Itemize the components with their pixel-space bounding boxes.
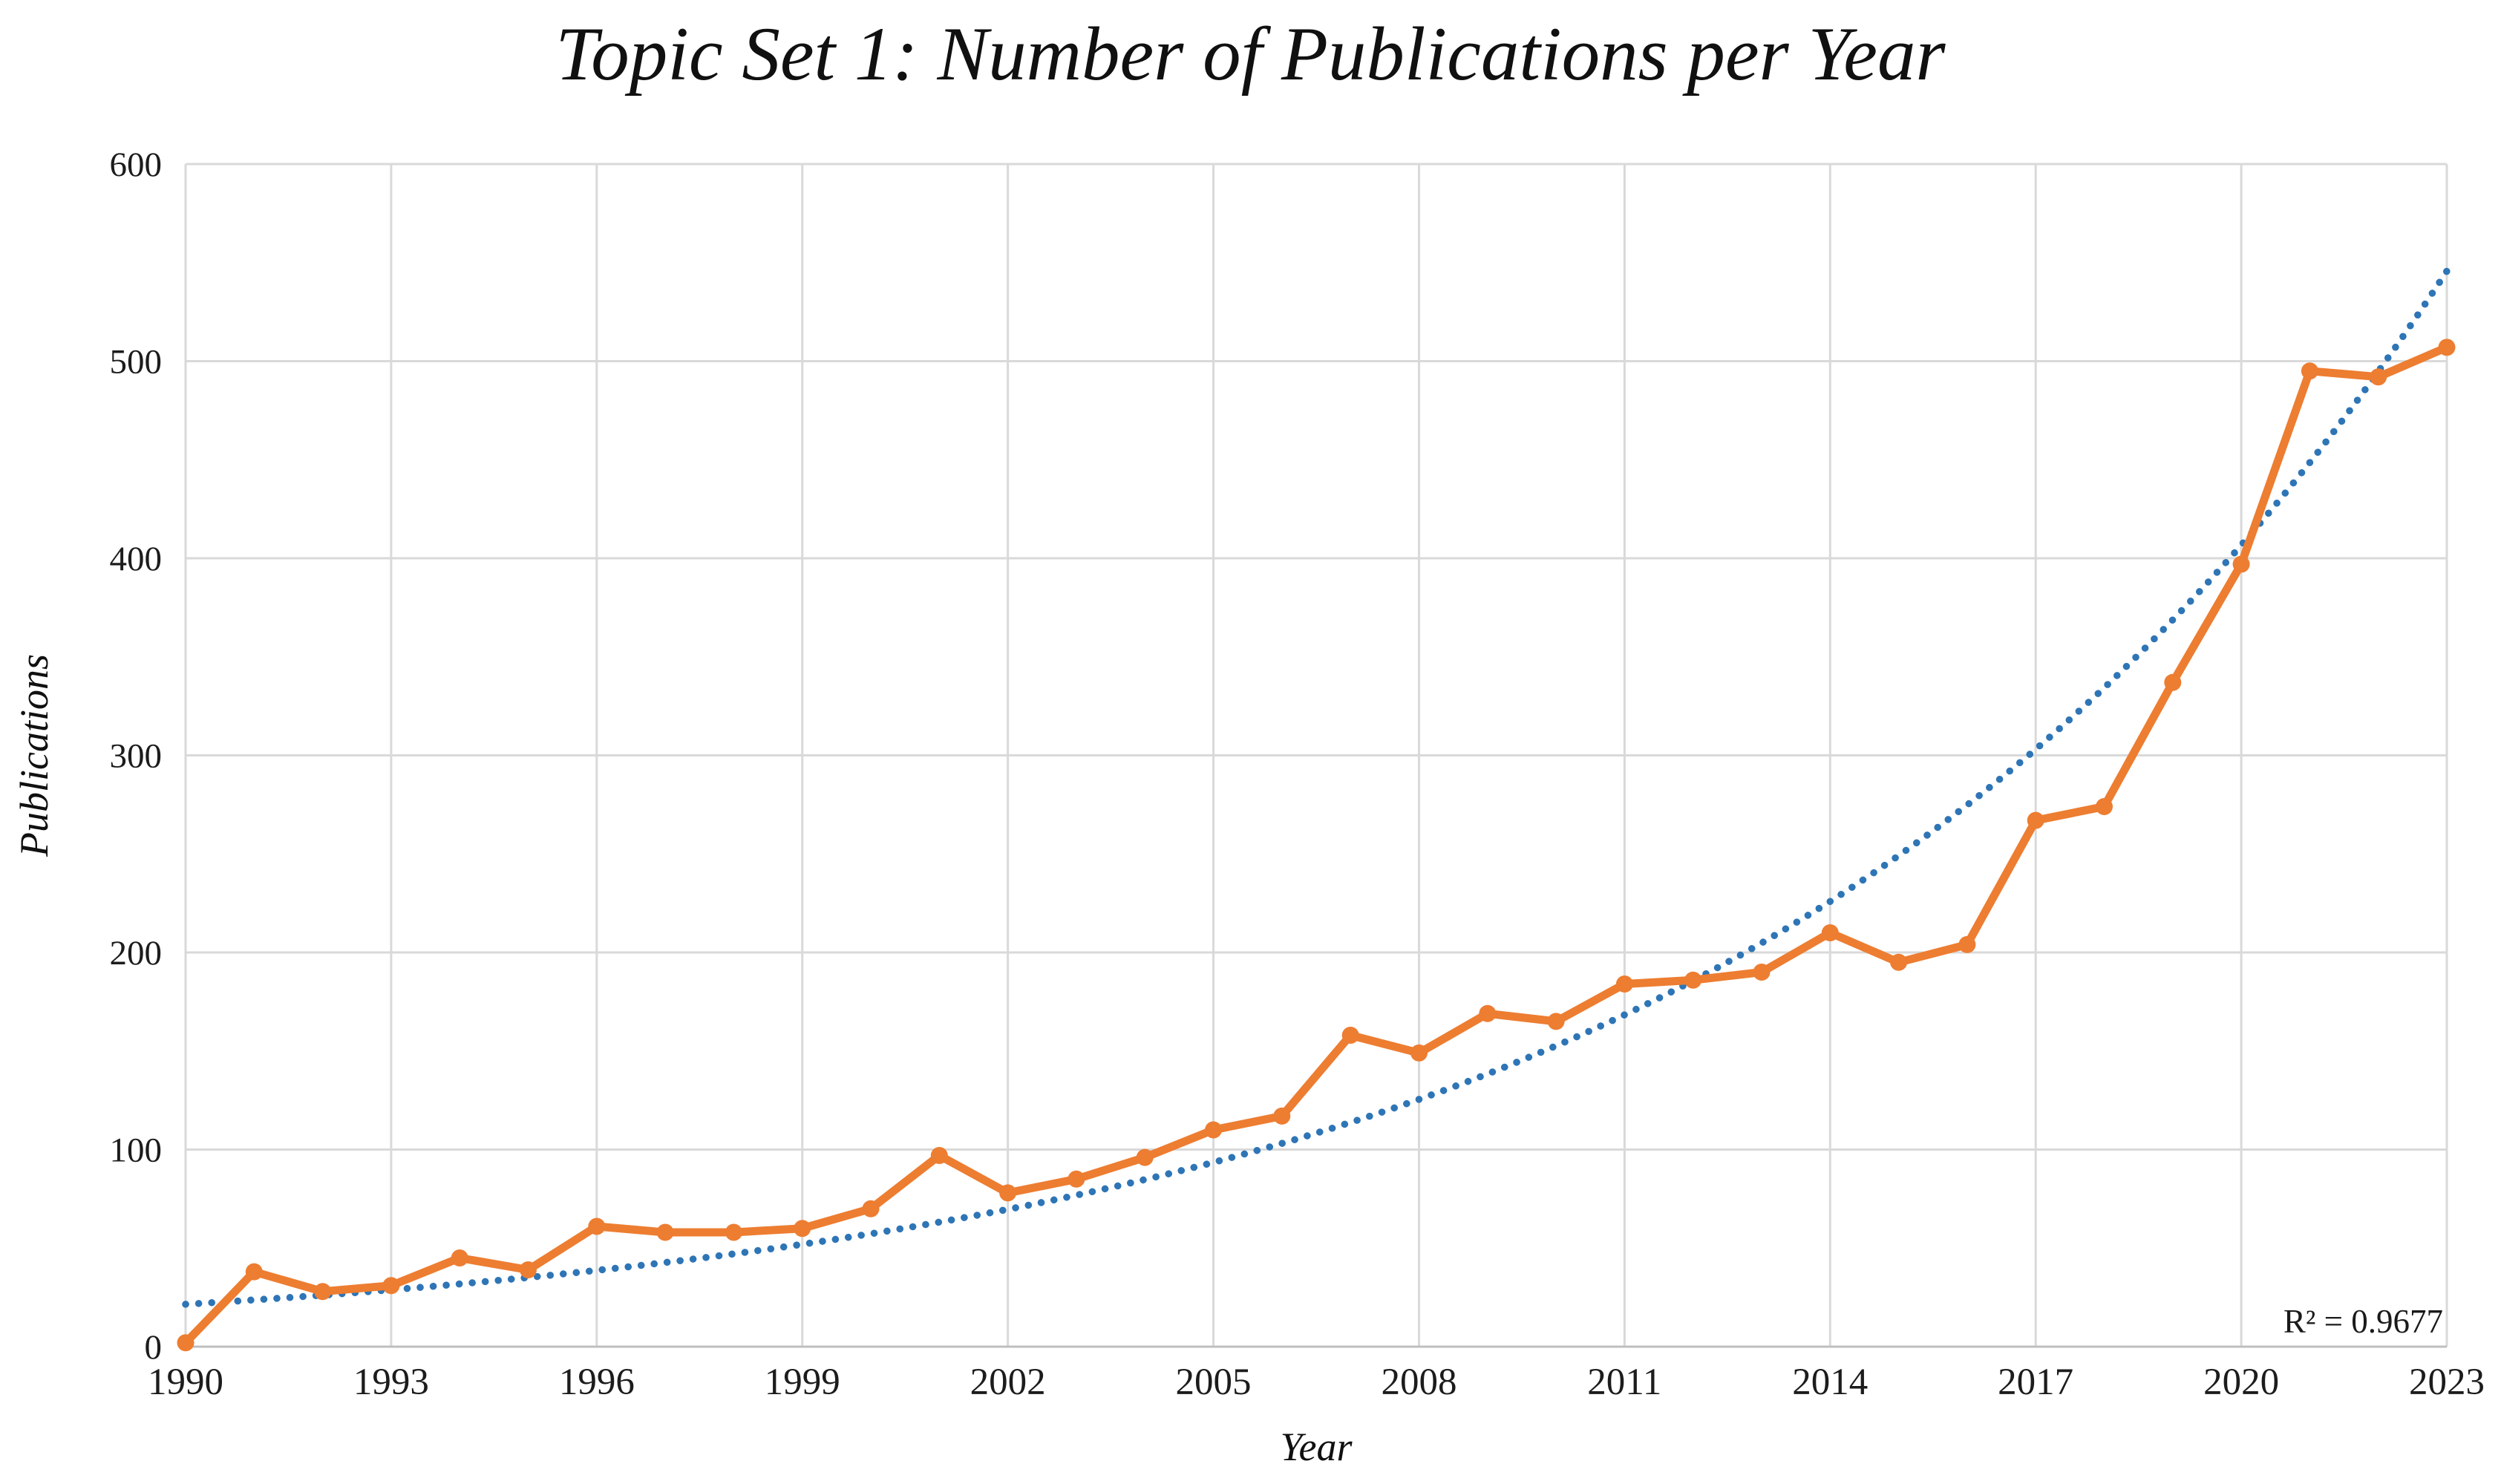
- data-point-2000: [862, 1200, 880, 1217]
- y-tick-label: 600: [110, 146, 163, 184]
- gridlines-layer: [184, 163, 2448, 1348]
- x-tick-label: 1999: [765, 1362, 840, 1403]
- data-point-2002: [999, 1184, 1017, 1202]
- data-point-2012: [1684, 971, 1702, 989]
- data-point-1994: [451, 1249, 468, 1266]
- data-point-1998: [725, 1223, 742, 1241]
- chart-title: Topic Set 1: Number of Publications per …: [555, 12, 1946, 97]
- y-tick-label: 300: [110, 736, 163, 775]
- data-point-2018: [2096, 798, 2113, 815]
- data-point-2007: [1341, 1027, 1359, 1044]
- r-squared-annotation: R² = 0.9677: [2283, 1303, 2443, 1340]
- data-point-2001: [930, 1147, 948, 1164]
- x-tick-label: 2014: [1792, 1362, 1868, 1403]
- data-point-2015: [1890, 953, 1908, 971]
- data-point-2010: [1547, 1013, 1565, 1030]
- y-tick-label: 0: [145, 1328, 163, 1367]
- data-point-1997: [656, 1223, 674, 1241]
- x-tick-label: 2002: [970, 1362, 1046, 1403]
- series-layer: [177, 339, 2456, 1352]
- data-point-1990: [177, 1334, 194, 1352]
- x-tick-label: 1996: [559, 1362, 635, 1403]
- trendline-layer: [182, 267, 2451, 1308]
- x-tick-label: 1990: [148, 1362, 223, 1403]
- x-axis-title: Year: [1280, 1425, 1353, 1469]
- data-point-2011: [1615, 975, 1633, 993]
- publications-line-series: [181, 343, 2451, 1347]
- data-point-2009: [1479, 1004, 1497, 1022]
- data-point-2003: [1068, 1170, 1085, 1188]
- data-point-2013: [1753, 964, 1771, 981]
- data-point-2021: [2301, 362, 2318, 380]
- x-tick-label: 1993: [353, 1362, 429, 1403]
- data-point-2008: [1410, 1044, 1428, 1062]
- data-point-1995: [520, 1261, 537, 1278]
- data-point-1991: [245, 1263, 263, 1281]
- data-point-2004: [1136, 1148, 1154, 1166]
- data-point-1992: [314, 1283, 332, 1301]
- data-point-1993: [382, 1277, 400, 1295]
- data-point-2020: [2232, 555, 2250, 573]
- exponential-trendline: [182, 267, 2451, 1308]
- y-tick-label: 200: [110, 934, 163, 973]
- data-point-2023: [2438, 339, 2456, 356]
- x-tick-label: 2005: [1176, 1362, 1252, 1403]
- tick-labels-layer: 1990 1993 1996 1999 2002 2005 2008 2011 2014 2017…: [110, 146, 2485, 1403]
- data-point-2005: [1205, 1121, 1222, 1139]
- x-tick-label: 2011: [1587, 1362, 1661, 1403]
- y-axis-title: Publications: [12, 654, 56, 857]
- data-point-1999: [794, 1220, 811, 1238]
- data-point-2022: [2370, 368, 2387, 386]
- x-tick-label: 2020: [2203, 1362, 2279, 1403]
- data-point-2014: [1821, 924, 1839, 941]
- x-tick-label: 2017: [1998, 1362, 2073, 1403]
- data-point-2019: [2164, 673, 2182, 691]
- data-point-2006: [1273, 1107, 1291, 1125]
- y-tick-label: 400: [110, 540, 163, 578]
- data-point-2017: [2027, 811, 2044, 829]
- x-tick-label: 2023: [2409, 1362, 2485, 1403]
- y-tick-label: 500: [110, 342, 163, 381]
- data-point-2016: [1958, 935, 1976, 953]
- x-tick-label: 2008: [1381, 1362, 1457, 1403]
- y-tick-label: 100: [110, 1131, 163, 1169]
- data-point-1996: [588, 1217, 606, 1235]
